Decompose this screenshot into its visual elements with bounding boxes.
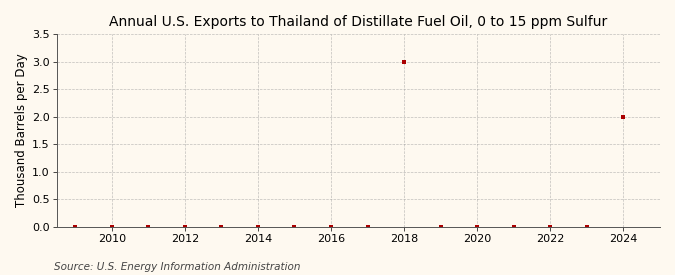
Text: Source: U.S. Energy Information Administration: Source: U.S. Energy Information Administ… [54, 262, 300, 272]
Title: Annual U.S. Exports to Thailand of Distillate Fuel Oil, 0 to 15 ppm Sulfur: Annual U.S. Exports to Thailand of Disti… [109, 15, 608, 29]
Y-axis label: Thousand Barrels per Day: Thousand Barrels per Day [15, 54, 28, 207]
